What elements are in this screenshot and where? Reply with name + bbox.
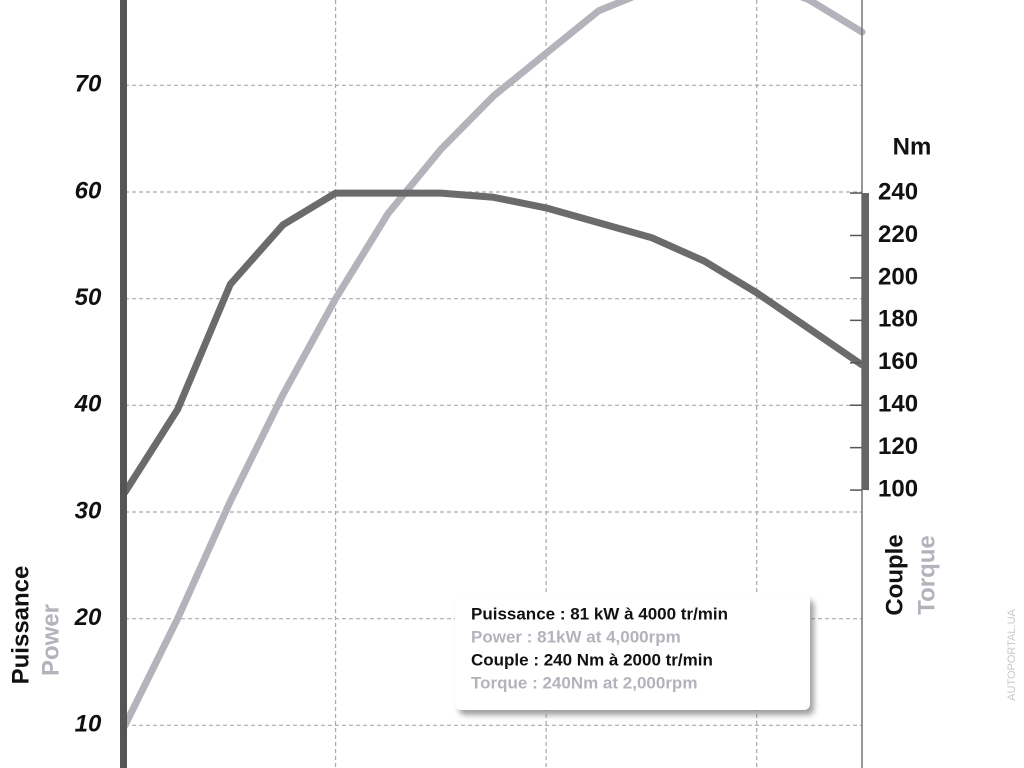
y-tick-label: 50 <box>75 284 102 311</box>
y2-tick-label: 220 <box>878 221 918 248</box>
y2-tick-label: 240 <box>878 178 918 205</box>
y-tick-label: 20 <box>74 604 102 631</box>
y2-axis-title: Couple <box>881 534 908 615</box>
y-tick-label: 60 <box>75 177 102 204</box>
y2-tick-label: 200 <box>878 263 918 290</box>
annotation: Puissance : 81 kW à 4000 tr/min <box>471 604 728 623</box>
y-axis-title: Puissance <box>7 566 34 685</box>
y2-tick-label: 100 <box>878 475 918 502</box>
annotation: Torque : 240Nm at 2,000rpm <box>471 673 697 692</box>
y2-tick-label: 120 <box>878 433 918 460</box>
y-tick-label: 40 <box>74 391 102 418</box>
y2-axis-title-en: Torque <box>913 535 940 615</box>
y2-tick-label: 180 <box>878 306 918 333</box>
axes: 10 20 30 40 50 60 70 100 120 140 160 180 200 220 240 <box>74 71 918 738</box>
y-axis-title-en: Power <box>37 604 64 676</box>
y-tick-label: 70 <box>75 71 102 98</box>
y-tick-label: 30 <box>75 497 102 524</box>
y2-unit: Nm <box>893 133 932 160</box>
y2-tick-label: 160 <box>878 348 918 375</box>
y-tick-label: 10 <box>75 711 102 738</box>
legend-box <box>455 595 810 710</box>
y2-axis <box>862 193 869 491</box>
watermark: AUTOPORTAL.UA <box>1006 608 1018 700</box>
left-axis <box>120 0 127 768</box>
y2-tick-label: 140 <box>878 391 918 418</box>
annotation: Couple : 240 Nm à 2000 tr/min <box>471 650 713 669</box>
lines <box>121 0 866 729</box>
series-line <box>121 0 866 729</box>
annotation: Power : 81kW at 4,000rpm <box>471 627 681 646</box>
series-line <box>121 189 866 496</box>
